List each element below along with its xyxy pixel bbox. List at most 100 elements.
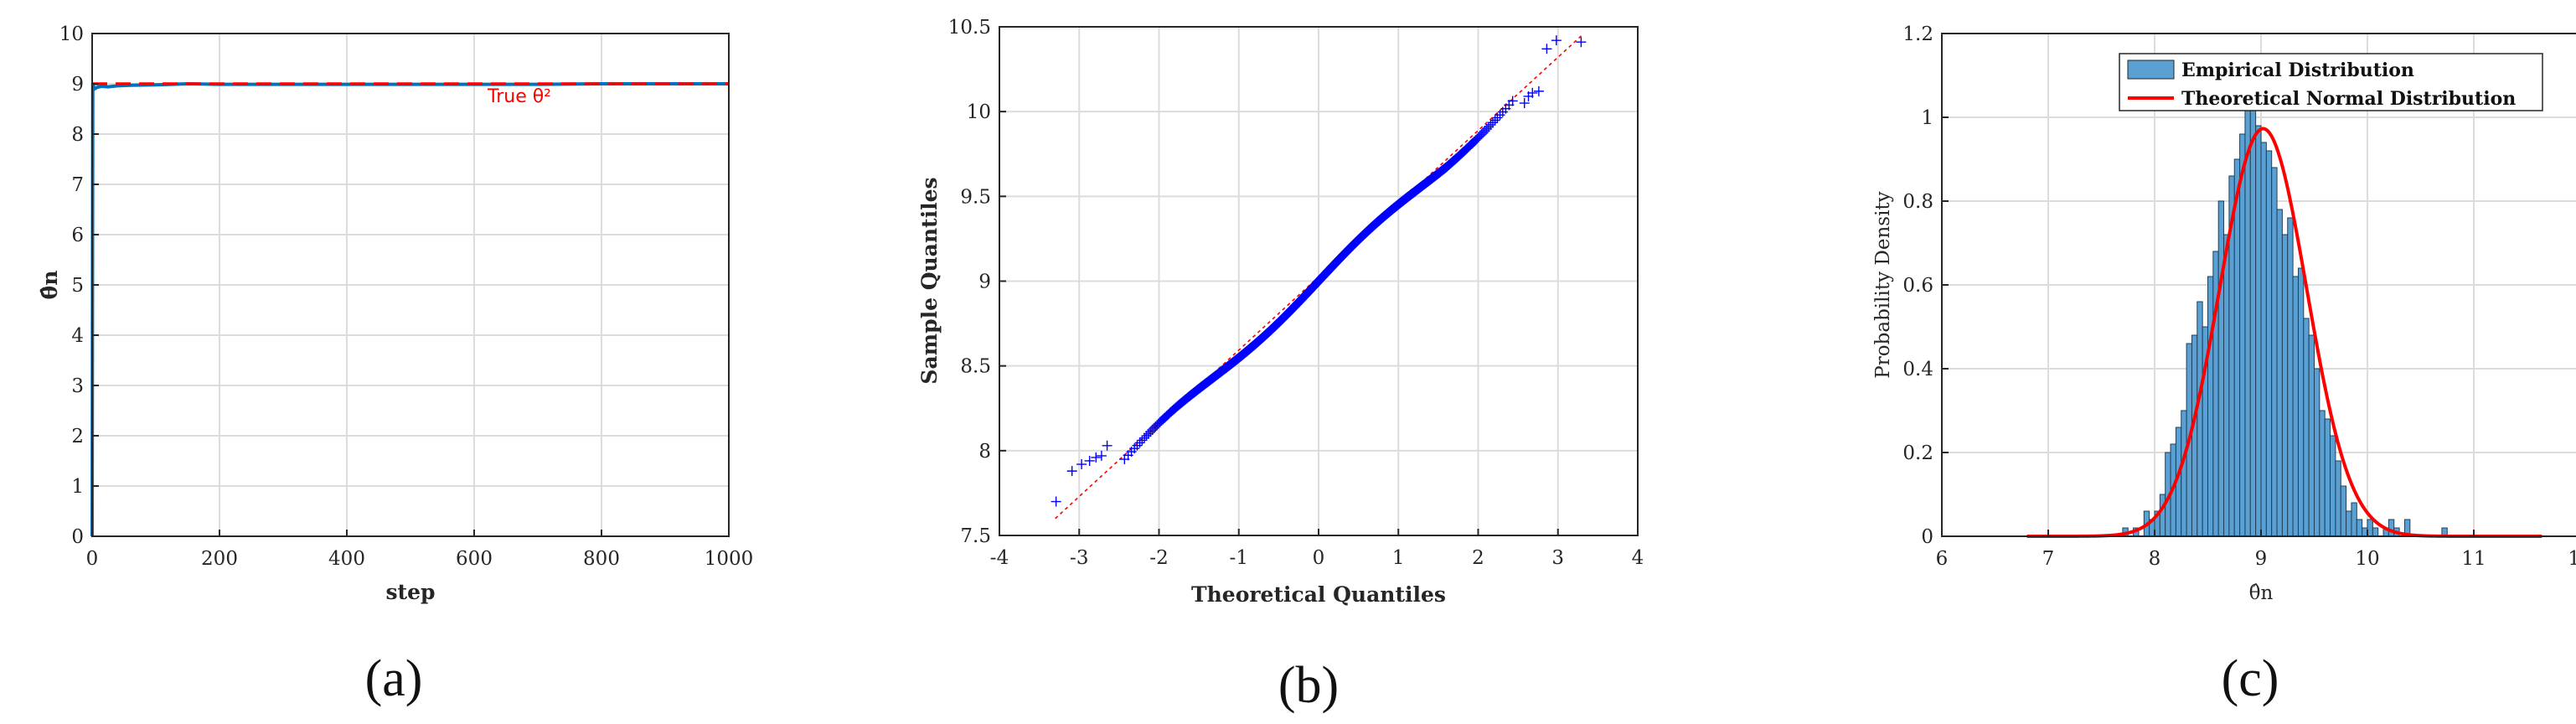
histogram-bar xyxy=(2281,234,2289,537)
legend-entry-empirical: Empirical Distribution xyxy=(2181,59,2414,81)
chart-c: 6 7 8 9 10 11 12 0 0.2 0.4 0.6 0.8 1 1.2 Empirical Di… xyxy=(1872,23,2576,707)
qq-point xyxy=(1051,496,1061,507)
panel-label-c: (c) xyxy=(2222,650,2279,707)
histogram-bar xyxy=(2265,150,2273,537)
qq-point xyxy=(1139,432,1150,443)
y-tick-label: 3 xyxy=(71,375,84,397)
x-tick-label: 600 xyxy=(456,548,493,570)
histogram-bar xyxy=(2191,334,2198,537)
histogram-bar xyxy=(2217,200,2225,537)
chart-b-series xyxy=(1051,34,1587,520)
chart-a-ylabel: θ̂n xyxy=(38,271,62,300)
y-tick-label: 0.2 xyxy=(1902,442,1933,464)
x-tick-label: 3 xyxy=(1551,547,1564,569)
y-tick-label: 0 xyxy=(1921,526,1933,548)
estimate-line xyxy=(90,81,729,537)
qq-point xyxy=(1076,459,1087,470)
y-tick-label: 8.5 xyxy=(960,356,991,378)
histogram-bar xyxy=(2159,494,2166,537)
qq-point xyxy=(1487,117,1498,128)
qq-point xyxy=(1096,450,1107,461)
histogram-bar xyxy=(2260,142,2267,537)
x-tick-label: 6 xyxy=(1936,548,1949,570)
y-tick-label: 2 xyxy=(71,426,84,447)
histogram-bar xyxy=(2287,217,2294,537)
histogram-bar xyxy=(2271,167,2278,537)
x-tick-label: 10 xyxy=(2355,548,2379,570)
qq-point xyxy=(1132,440,1143,451)
histogram-bar xyxy=(2233,158,2241,537)
qq-point xyxy=(1551,35,1562,46)
qq-point xyxy=(1134,437,1145,448)
histogram-bar xyxy=(2197,301,2203,537)
x-tick-label: -4 xyxy=(990,547,1009,569)
y-tick-label: 10 xyxy=(59,23,84,45)
histogram-bar xyxy=(2351,502,2357,537)
histogram-bar xyxy=(2244,108,2251,537)
y-tick-label: 1.2 xyxy=(1902,23,1933,45)
histogram-bar xyxy=(2388,519,2395,537)
histogram-bar xyxy=(2207,276,2214,537)
histogram-bar xyxy=(2223,234,2230,537)
qq-point xyxy=(1492,112,1503,123)
qq-point xyxy=(1533,85,1544,96)
histogram-bar xyxy=(2319,410,2326,537)
qq-point xyxy=(1519,98,1530,109)
x-tick-label: 9 xyxy=(2255,548,2268,570)
histogram-bar xyxy=(2340,485,2347,537)
chart-a-annotation: True θ² xyxy=(487,86,551,107)
x-tick-label: 1 xyxy=(1392,547,1405,569)
y-tick-label: 6 xyxy=(71,225,84,246)
qq-point xyxy=(1484,122,1494,132)
x-tick-label: 8 xyxy=(2149,548,2161,570)
qq-point xyxy=(1527,87,1538,98)
chart-c-xlabel: θ̂n xyxy=(2249,582,2274,604)
y-tick-label: 0.6 xyxy=(1902,275,1933,297)
qq-point xyxy=(1137,435,1148,446)
legend-box xyxy=(2119,53,2543,111)
legend-entry-normal: Theoretical Normal Distribution xyxy=(2181,88,2516,110)
chart-b-ticks: -4 -3 -2 -1 0 1 2 3 4 7.5 8 8.5 9 9.5 10 10.5 xyxy=(948,17,1644,569)
chart-c-legend: Empirical Distribution Theoretical Norma… xyxy=(2119,53,2543,111)
x-tick-label: 7 xyxy=(2042,548,2055,570)
x-tick-label: 11 xyxy=(2461,548,2486,570)
qq-point xyxy=(1102,440,1112,451)
x-tick-label: 800 xyxy=(583,548,620,570)
y-tick-label: 0 xyxy=(71,526,84,548)
x-tick-label: 2 xyxy=(1472,547,1484,569)
y-tick-label: 8 xyxy=(71,124,84,146)
histogram-bar xyxy=(2239,133,2246,537)
histogram-bar xyxy=(2314,368,2320,537)
x-tick-label: -2 xyxy=(1149,547,1168,569)
histogram-bar xyxy=(2181,410,2187,537)
y-tick-label: 7.5 xyxy=(960,525,991,547)
y-tick-label: 9 xyxy=(978,272,991,293)
chart-b: -4 -3 -2 -1 0 1 2 3 4 7.5 8 8.5 9 9.5 10 10.5 Theoretic… xyxy=(917,17,1644,714)
x-tick-label: 12 xyxy=(2568,548,2576,570)
histogram-bar xyxy=(2335,460,2341,537)
chart-c-ylabel: Probability Density xyxy=(1872,191,1894,378)
x-tick-label: -3 xyxy=(1070,547,1088,569)
qq-point xyxy=(1541,44,1552,54)
y-tick-label: 1 xyxy=(1921,107,1933,129)
y-tick-label: 7 xyxy=(71,174,84,196)
chart-a: 0 200 400 600 800 1000 0 1 2 3 4 5 6 7 8 9 10 True θ² st… xyxy=(38,23,753,707)
histogram-bar xyxy=(2249,83,2257,537)
histogram-bar xyxy=(2372,527,2379,537)
chart-a-annotation-text: True θ² xyxy=(487,86,551,107)
y-tick-label: 5 xyxy=(71,275,84,297)
histogram-bar xyxy=(2356,519,2363,537)
y-tick-label: 1 xyxy=(71,476,84,498)
qq-point xyxy=(1485,120,1496,130)
histogram-bar xyxy=(2346,510,2352,537)
x-tick-label: -1 xyxy=(1230,547,1248,569)
x-tick-label: 0 xyxy=(86,548,99,570)
chart-c-series xyxy=(2026,83,2542,538)
chart-a-xlabel: step xyxy=(385,580,435,604)
histogram-bar xyxy=(2330,435,2336,537)
y-tick-label: 4 xyxy=(71,325,84,347)
chart-a-grid xyxy=(91,33,730,537)
qq-point xyxy=(1084,455,1095,466)
histogram-bar xyxy=(2292,276,2299,537)
